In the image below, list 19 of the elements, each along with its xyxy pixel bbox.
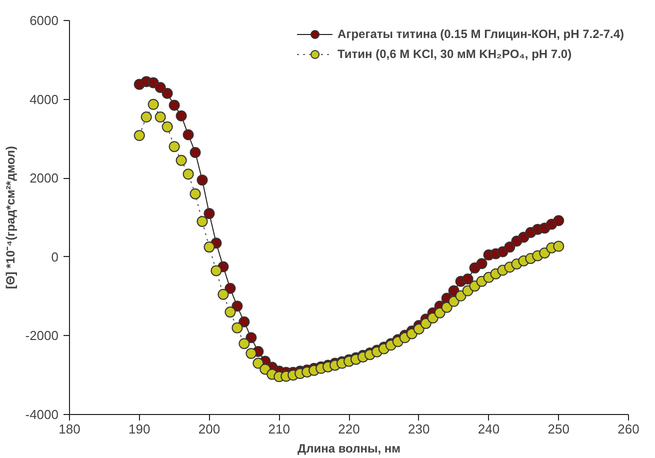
x-tick-label: 200 xyxy=(198,422,220,436)
x-tick-label: 260 xyxy=(618,422,640,436)
x-tick-label: 190 xyxy=(128,422,150,436)
y-axis-title: [Θ] *10⁻⁴(град*см²*дмол) xyxy=(3,146,18,290)
y-tick-label: -4000 xyxy=(25,407,58,422)
x-axis-title: Длина волны, нм xyxy=(298,442,401,456)
y-tick-label: 2000 xyxy=(30,170,58,186)
x-tick-label: 180 xyxy=(58,422,80,436)
y-tick-label: 4000 xyxy=(30,92,58,107)
y-tick-label: 6000 xyxy=(30,13,58,28)
x-tick-label: 240 xyxy=(478,422,500,436)
x-tick-label: 210 xyxy=(268,422,290,436)
x-tick-label: 220 xyxy=(338,422,360,436)
x-tick-label: 250 xyxy=(548,422,570,436)
legend-label: Титин (0,6 М KCl, 30 мМ KH₂PO₄, pH 7.0) xyxy=(338,47,572,61)
legend-label: Агрегаты титина (0.15 М Глицин-КОН, pH 7.2-7.4) xyxy=(338,27,624,41)
y-tick-label: 0 xyxy=(51,249,59,264)
y-tick-label: -2000 xyxy=(25,328,58,344)
x-tick-label: 230 xyxy=(408,422,430,436)
